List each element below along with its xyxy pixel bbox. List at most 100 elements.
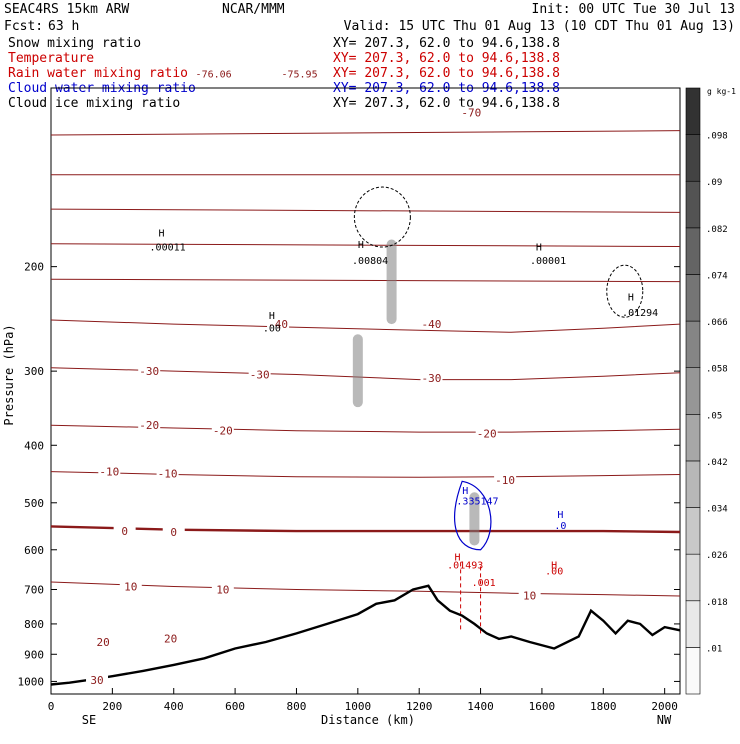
snow-mixing-cell xyxy=(469,492,480,546)
legend-label: Snow mixing ratio xyxy=(8,36,141,51)
temperature-label: 10 xyxy=(216,584,229,597)
y-tick-label: 700 xyxy=(24,584,44,597)
y-tick-label: 200 xyxy=(24,261,44,274)
legend-xy: XY= 207.3, 62.0 to 94.6,138.8 xyxy=(333,51,560,66)
temperature-label: -30 xyxy=(422,372,442,385)
colorbar-label: .026 xyxy=(706,551,728,561)
extremum-label: .001 xyxy=(472,578,496,589)
colorbar-segment xyxy=(685,647,701,695)
colorbar-segment xyxy=(685,87,701,135)
axes: 0 200 400 600 800 1000 1200 1400 1600 1800 2000200… xyxy=(18,261,680,713)
y-axis-label: Pressure (hPa) xyxy=(2,324,16,425)
y-tick-label: 1000 xyxy=(18,675,45,688)
colorbar-segment xyxy=(685,134,701,182)
temperature-label-bg xyxy=(113,525,136,537)
extremum-label: -76.06 xyxy=(196,69,232,80)
temperature-label: -20 xyxy=(477,427,497,440)
temperature-label-bg xyxy=(475,427,498,439)
temperature-label: 20 xyxy=(164,632,177,645)
temperature-contour-upper xyxy=(50,243,681,248)
colorbar-label: .09 xyxy=(706,178,722,188)
extremum-label: .335147 xyxy=(456,496,498,507)
plot-frame xyxy=(50,87,681,695)
colorbar-segment xyxy=(685,553,701,602)
extremum-label: H xyxy=(628,292,634,303)
temperature-label-bg xyxy=(518,589,541,601)
extremum-label: .0 xyxy=(554,521,566,532)
legend-xy: XY= 207.3, 62.0 to 94.6,138.8 xyxy=(333,36,560,51)
colorbar-unit: g kg-1 xyxy=(707,87,736,96)
colorbar-segment xyxy=(685,367,701,415)
temperature-label: -30 xyxy=(139,365,159,378)
extremum-label: H xyxy=(462,486,468,497)
temperature-label-bg xyxy=(494,474,517,486)
fcst-label: Fcst: xyxy=(4,19,43,34)
temperature-label-bg xyxy=(119,580,142,592)
temperature-label-bg xyxy=(267,318,290,330)
temperature-label-bg xyxy=(138,365,161,377)
temperature-label: 0 xyxy=(170,526,177,539)
x-tick-label: 600 xyxy=(225,700,245,713)
extremum-label: .00 xyxy=(545,566,563,577)
x-tick-label: 800 xyxy=(287,700,307,713)
x-end-label-left: SE xyxy=(82,713,96,727)
fcst-value: 63 h xyxy=(48,19,79,34)
colorbar-label: .098 xyxy=(706,132,728,142)
colorbar-segment xyxy=(685,180,701,229)
terrain-line xyxy=(50,584,681,686)
x-tick-label: 0 xyxy=(48,700,55,713)
temperature-label: -70 xyxy=(461,107,481,120)
temperature-contour-10 xyxy=(50,581,681,597)
temperature-label: -10 xyxy=(495,474,515,487)
colorbar-segment xyxy=(685,274,701,322)
temperature-label: 0 xyxy=(121,525,128,538)
temperature-label: 10 xyxy=(124,581,137,594)
snow-mixing-cell xyxy=(352,334,363,408)
y-tick-label: 600 xyxy=(24,544,44,557)
temperature-contour-minus30 xyxy=(50,367,681,381)
extremum-label: H xyxy=(536,243,542,254)
temperature-label: -30 xyxy=(250,369,270,382)
valid-time: Valid: 15 UTC Thu 01 Aug 13 (10 CDT Thu … xyxy=(344,19,735,34)
snow-mixing-cell xyxy=(386,239,397,325)
temperature-label: -10 xyxy=(99,466,119,479)
model-title: SEAC4RS 15km ARW xyxy=(4,2,129,17)
x-tick-label: 1000 xyxy=(345,700,372,713)
cloud-water-contour xyxy=(454,480,492,551)
colorbar-segment xyxy=(685,227,701,275)
temperature-contour-upper xyxy=(50,208,681,213)
extremum-label: .00 xyxy=(263,323,281,334)
colorbar-label: .01 xyxy=(706,644,722,654)
temperature-label-bg xyxy=(98,465,121,477)
colorbar-segment xyxy=(685,600,701,648)
extremum-label: H xyxy=(269,311,275,322)
extremum-label: .00001 xyxy=(530,256,566,267)
y-tick-label: 800 xyxy=(24,618,44,631)
colorbar: .01 .018 .026 .034 .042 .05 .058 .066 .074 .082 .0… xyxy=(685,87,728,695)
temperature-label-bg xyxy=(159,632,182,644)
legend-label: Temperature xyxy=(8,51,94,66)
temperature-label-bg xyxy=(460,106,483,118)
temperature-label-bg xyxy=(86,674,109,686)
extremum-label: .00804 xyxy=(352,256,388,267)
colorbar-segment xyxy=(685,320,701,368)
colorbar-segment xyxy=(685,460,701,508)
temperature-label: 20 xyxy=(97,636,110,649)
x-tick-label: 1400 xyxy=(467,700,494,713)
temperature-label: -10 xyxy=(158,467,178,480)
y-tick-label: 900 xyxy=(24,648,44,661)
x-end-label-right: NW xyxy=(657,713,672,727)
temperature-label-bg xyxy=(138,419,161,431)
x-axis-label: Distance (km) xyxy=(321,713,415,727)
temperature-contour-minus40 xyxy=(50,319,681,333)
extremum-label: H xyxy=(551,560,557,571)
x-tick-label: 400 xyxy=(164,700,184,713)
colorbar-segment xyxy=(685,414,701,462)
temperature-label-bg xyxy=(211,424,234,436)
temperature-contour-upper xyxy=(50,278,681,283)
legend-xy: XY= 207.3, 62.0 to 94.6,138.8 xyxy=(333,66,560,81)
colorbar-label: .05 xyxy=(706,411,722,421)
temperature-contour-upper xyxy=(50,130,681,136)
